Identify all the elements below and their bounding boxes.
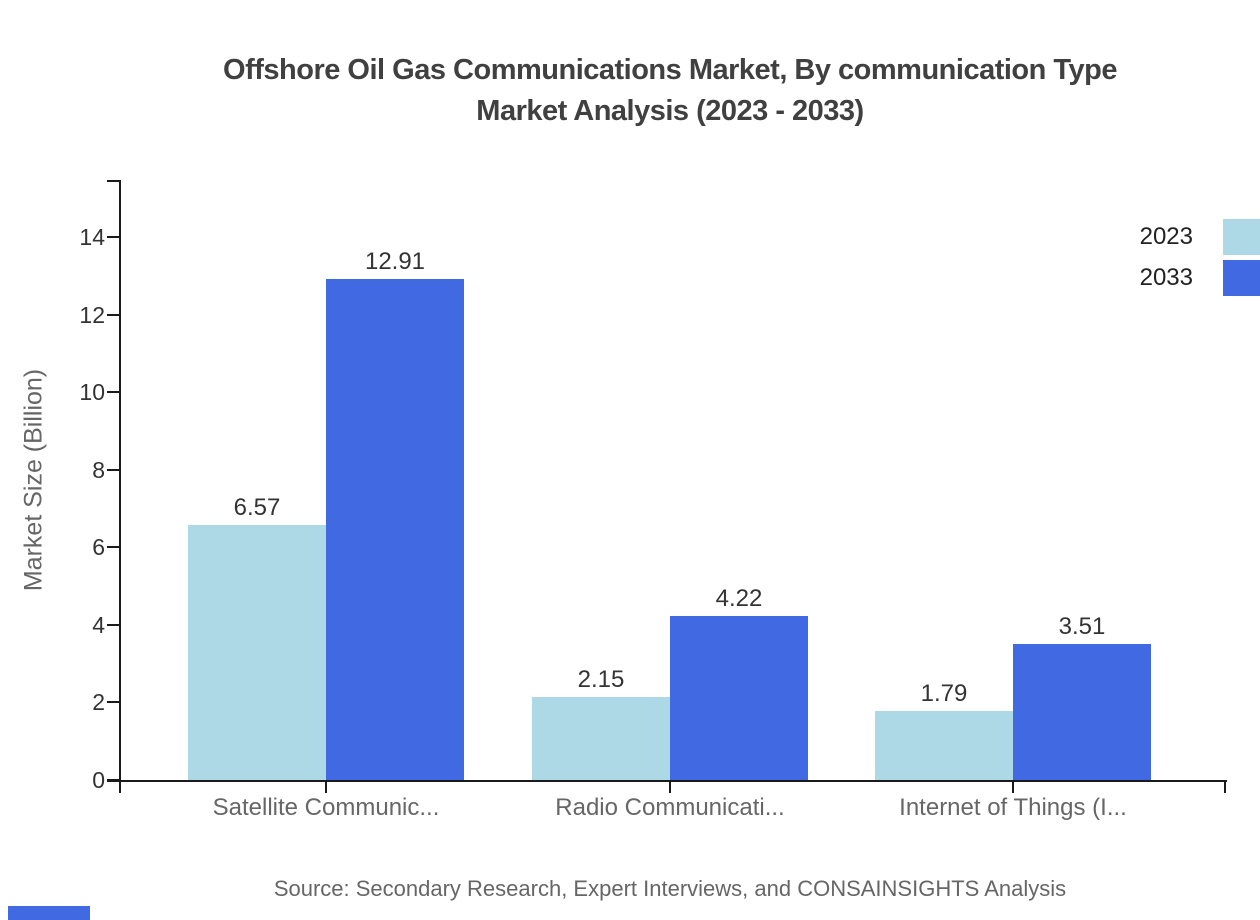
legend-item-2023: 2023 (1140, 219, 1260, 255)
x-axis-category-label-0: Satellite Communic... (212, 794, 440, 821)
y-axis-tick-label: 14 (79, 224, 105, 250)
y-axis-tick (107, 314, 120, 316)
y-axis-tick (107, 469, 120, 471)
bar-2033-1 (670, 616, 808, 780)
y-axis-tick (107, 546, 120, 548)
y-axis-tick-label: 8 (92, 457, 105, 483)
source-note: Source: Secondary Research, Expert Inter… (273, 876, 1067, 901)
y-axis-tick-label: 6 (92, 534, 105, 560)
legend: 2023 2033 (1140, 219, 1260, 301)
bar-2023-1 (532, 697, 670, 780)
legend-label-2023: 2023 (1139, 223, 1193, 250)
bar-value-label-2023-2: 1.79 (920, 680, 968, 707)
chart-title-line-1: Offshore Oil Gas Communications Market, … (223, 54, 1117, 86)
bar-value-label-2023-1: 2.15 (577, 666, 625, 693)
y-axis-tick-label: 4 (92, 612, 105, 638)
legend-item-2033: 2033 (1140, 260, 1260, 296)
y-axis-tick (107, 391, 120, 393)
y-axis-tick (107, 701, 120, 703)
bar-value-label-2033-1: 4.22 (715, 585, 763, 612)
y-axis-end-cap (107, 180, 120, 182)
x-axis-category-label-1: Radio Communicati... (555, 794, 785, 821)
x-axis-tick (1012, 780, 1014, 793)
bar-value-label-2023-0: 6.57 (233, 494, 281, 521)
y-axis-tick-label: 0 (92, 767, 105, 793)
bar-2033-2 (1013, 644, 1151, 780)
y-axis-tick (107, 624, 120, 626)
brand-mark (8, 906, 90, 920)
y-axis-tick-label: 12 (79, 302, 105, 328)
x-axis-end-tick (1224, 780, 1226, 793)
legend-label-2033: 2033 (1139, 264, 1193, 291)
x-axis-category-label-2: Internet of Things (I... (899, 794, 1127, 821)
y-axis-tick-label: 10 (79, 379, 105, 405)
x-axis-tick (325, 780, 327, 793)
chart-title-line-2: Market Analysis (2023 - 2033) (476, 95, 864, 127)
y-axis-tick-label: 2 (92, 689, 105, 715)
y-axis-line (119, 180, 121, 793)
bar-value-label-2033-0: 12.91 (364, 248, 426, 275)
chart-title: Offshore Oil Gas Communications Market, … (80, 50, 1260, 132)
legend-swatch-2023 (1223, 219, 1260, 255)
y-axis-tick (107, 236, 120, 238)
bar-value-label-2033-2: 3.51 (1058, 613, 1106, 640)
x-axis-line (107, 780, 1227, 782)
bar-2023-0 (188, 525, 326, 780)
y-axis-tick (107, 779, 120, 781)
bar-2023-2 (875, 711, 1013, 780)
legend-swatch-2033 (1223, 260, 1260, 296)
bar-2033-0 (326, 279, 464, 780)
x-axis-tick (669, 780, 671, 793)
